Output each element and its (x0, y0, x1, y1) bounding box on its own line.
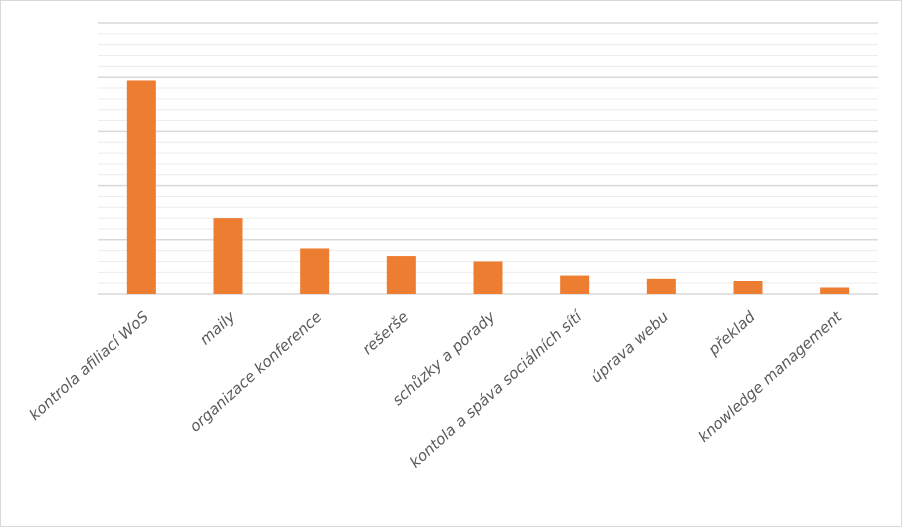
bar (646, 278, 676, 294)
bar (820, 287, 850, 294)
bar (300, 248, 330, 294)
bar (733, 280, 763, 294)
bar (386, 256, 416, 294)
bar (213, 218, 243, 294)
bar (126, 80, 156, 295)
bar (473, 261, 503, 294)
bar (560, 275, 590, 294)
